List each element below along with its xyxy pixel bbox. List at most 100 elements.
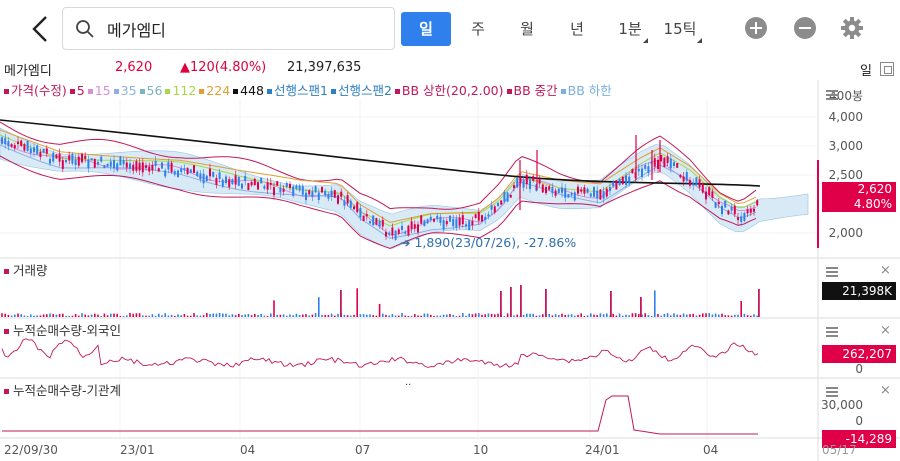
volume-panel-menu-icon[interactable] (826, 267, 838, 277)
volume-bar (346, 315, 349, 317)
candle-body (442, 220, 445, 230)
volume-bar (474, 313, 477, 317)
candle-body (125, 162, 128, 168)
volume-bar (398, 315, 400, 317)
search-box[interactable] (62, 7, 395, 50)
price-tick-4000: 4,000 (828, 110, 863, 124)
candle-body (673, 162, 675, 166)
candle-body (557, 188, 560, 193)
volume-bar (730, 315, 733, 317)
candle-body (353, 206, 355, 210)
candle-body (477, 211, 480, 221)
tab-monthly[interactable]: 월 (520, 20, 534, 38)
candle-body (1, 137, 3, 144)
search-input[interactable] (107, 16, 377, 42)
current-price: 2,620 (115, 60, 153, 75)
candle-body (39, 151, 42, 158)
candle-body (618, 178, 621, 186)
volume-bar (612, 313, 614, 317)
x-tick-0: 22/09/30 (4, 443, 58, 457)
candle-body (148, 166, 151, 172)
tab-yearly[interactable]: 년 (570, 20, 584, 38)
candle-body (33, 147, 35, 153)
legend-item-12: BB 하한 (560, 80, 612, 99)
volume-spike-1 (500, 291, 502, 317)
candle-body (721, 205, 723, 215)
candle-body (698, 179, 701, 188)
candle-body (404, 231, 407, 234)
candle-body (471, 221, 474, 226)
volume-panel-close-icon[interactable]: × (880, 263, 891, 278)
candle-body (532, 176, 535, 181)
candle-body (516, 178, 519, 188)
gear-icon[interactable] (840, 16, 864, 40)
volume-bar (177, 314, 179, 317)
volume-bar (10, 315, 13, 317)
volume-bar (682, 313, 685, 317)
volume-bar (65, 315, 67, 317)
volume-panel-label: 거래량 (4, 260, 48, 279)
candle-body (212, 171, 215, 177)
volume-bar (314, 313, 317, 317)
volume-spike-2 (510, 287, 512, 317)
tab-daily[interactable]: 일 (401, 12, 451, 46)
expand-icon[interactable] (880, 62, 894, 76)
candle-body (257, 182, 259, 190)
volume-bar (580, 313, 582, 317)
candle-body (337, 195, 339, 204)
zoom-in-icon[interactable] (745, 17, 767, 39)
volume-bar (586, 315, 589, 317)
volume-bar (174, 315, 176, 317)
tab-weekly[interactable]: 주 (471, 20, 485, 38)
candle-body (609, 187, 611, 191)
tab-minute[interactable]: 1분 (618, 20, 642, 38)
bar-count-label: 400봉 (829, 89, 863, 103)
back-arrow-icon[interactable] (26, 12, 56, 46)
candle-body (653, 158, 656, 167)
volume-bar (71, 315, 74, 317)
candle-body (359, 207, 362, 218)
volume-bar (270, 313, 272, 317)
volume-bar (737, 314, 739, 317)
candle-body (308, 190, 311, 195)
candle-body (449, 215, 451, 222)
candle-body (497, 202, 499, 206)
volume-bar (529, 313, 531, 317)
institution-panel-menu-icon[interactable] (826, 387, 838, 397)
volume-bar (692, 313, 694, 317)
zoom-out-icon[interactable] (794, 17, 816, 39)
candle-body (71, 153, 74, 164)
volume-bar (577, 314, 579, 317)
volume-bar (551, 315, 554, 317)
candle-body (401, 225, 403, 230)
candle-body (493, 206, 496, 213)
main-panel-menu-icon[interactable] (826, 90, 838, 100)
candle-body (276, 181, 279, 186)
volume-bar (532, 313, 534, 317)
candle-body (68, 155, 71, 161)
volume-bar (650, 315, 653, 317)
volume-spike-6 (640, 297, 642, 317)
institution-panel-close-icon[interactable]: × (880, 383, 891, 398)
volume-bar (154, 315, 157, 317)
volume-bar (583, 315, 586, 317)
volume-bar (487, 313, 490, 317)
volume-bar (721, 313, 723, 317)
volume-bar (318, 297, 320, 317)
indicator-legend: 가격(수정) 5 15 35 56 112 224 448 선행스팬1 선행스팬2 BB 상한(20… (4, 80, 615, 98)
volume-bar (356, 288, 358, 317)
candle-body (455, 218, 458, 228)
low-price-annotation: ➔ 1,890(23/07/26), -27.86% (400, 235, 577, 250)
volume-bar (218, 313, 221, 317)
candle-body (573, 192, 576, 201)
foreign-panel-menu-icon[interactable] (826, 327, 838, 337)
volume-bar (516, 314, 518, 317)
volume-bar (151, 314, 154, 317)
volume-bar (52, 314, 54, 317)
volume-bar (494, 314, 496, 317)
tab-tick[interactable]: 15틱 (663, 20, 697, 38)
volume-spike-3 (520, 285, 522, 317)
volume-bar (394, 315, 397, 317)
foreign-panel-close-icon[interactable]: × (880, 323, 891, 338)
